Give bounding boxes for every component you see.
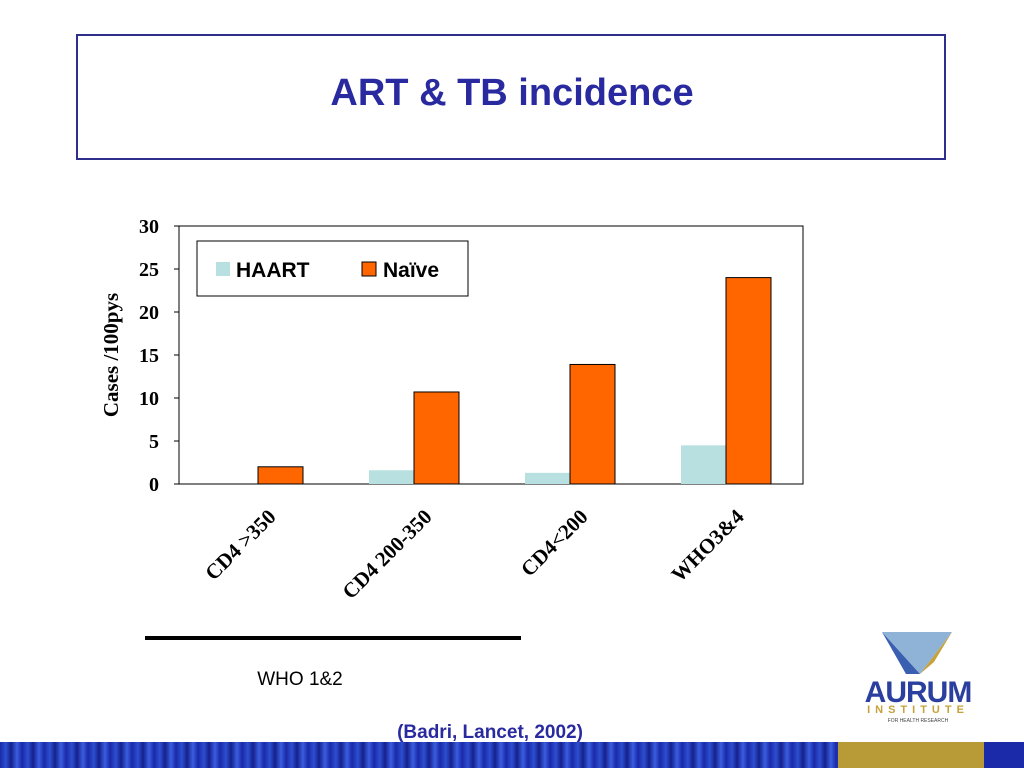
bar-haart: [681, 445, 726, 484]
logo-tagline: FOR HEALTH RESEARCH: [887, 718, 949, 724]
bar-haart: [369, 470, 414, 484]
bar-haart: [525, 472, 570, 484]
logo-sub: INSTITUTE: [867, 704, 969, 716]
aurum-logo-icon: [882, 632, 952, 674]
footer-accent: [838, 742, 984, 768]
bar-chart: 0 5 10 15 20 25 30 Cases /100pys CD4 >350 CD4 200…: [99, 216, 804, 604]
y-axis-label: Cases /100pys: [99, 293, 123, 417]
group-bracket-line: [145, 636, 521, 640]
x-tick-label: WHO3&4: [666, 504, 748, 586]
x-tick-label: CD4 200-350: [337, 505, 436, 604]
bar-naive: [257, 466, 304, 485]
legend-box: [196, 240, 469, 297]
y-tick-label: 0: [149, 474, 159, 496]
logo-name: AURUM: [864, 676, 973, 709]
legend-label-naive: Naïve: [383, 259, 439, 282]
y-tick-label: 20: [139, 302, 159, 324]
y-tick-label: 15: [139, 345, 159, 367]
y-tick-label: 30: [139, 216, 159, 238]
legend-swatch-naive: [361, 261, 377, 277]
title-box: [76, 34, 946, 160]
y-tick-label: 25: [139, 259, 159, 281]
legend-label-haart: HAART: [236, 259, 310, 282]
y-tick-label: 5: [149, 431, 159, 453]
y-tick-label: 10: [139, 388, 159, 410]
bar-naive: [413, 391, 460, 485]
bar-naive: [725, 277, 772, 485]
footer-end: [984, 742, 1024, 768]
x-tick-label: CD4 >350: [200, 505, 280, 585]
x-tick-label: CD4<200: [516, 505, 593, 582]
citation: (Badri, Lancet, 2002): [397, 722, 583, 743]
bar-naive: [569, 363, 616, 485]
legend-swatch-haart: [216, 262, 230, 276]
group-label: WHO 1&2: [257, 669, 343, 690]
slide-title: ART & TB incidence: [330, 72, 694, 114]
